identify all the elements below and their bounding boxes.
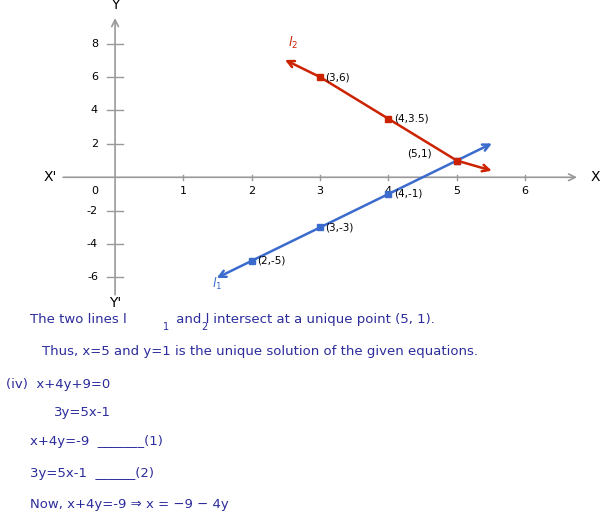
Text: (4,3.5): (4,3.5) bbox=[394, 114, 429, 124]
Text: 2: 2 bbox=[91, 139, 98, 149]
Text: $l_1$: $l_1$ bbox=[213, 275, 223, 291]
Text: 1: 1 bbox=[180, 186, 187, 195]
Text: -2: -2 bbox=[87, 206, 98, 215]
Text: x+4y=-9  _______(1): x+4y=-9 _______(1) bbox=[30, 435, 163, 448]
Text: 3y=5x-1: 3y=5x-1 bbox=[54, 406, 111, 419]
Text: X': X' bbox=[43, 170, 57, 184]
Text: 2: 2 bbox=[201, 322, 207, 331]
Text: (3,-3): (3,-3) bbox=[326, 223, 354, 232]
Text: Y: Y bbox=[111, 0, 119, 12]
Text: $l_2$: $l_2$ bbox=[288, 35, 298, 51]
Text: 4: 4 bbox=[385, 186, 392, 195]
Text: 4: 4 bbox=[91, 106, 98, 115]
Text: Y': Y' bbox=[109, 296, 121, 310]
Text: (iv)  x+4y+9=0: (iv) x+4y+9=0 bbox=[6, 379, 111, 391]
Text: intersect at a unique point (5, 1).: intersect at a unique point (5, 1). bbox=[210, 313, 435, 326]
Text: 3: 3 bbox=[316, 186, 324, 195]
Text: X: X bbox=[590, 170, 600, 184]
Text: -6: -6 bbox=[87, 272, 98, 283]
Text: The two lines l: The two lines l bbox=[30, 313, 127, 326]
Text: (4,-1): (4,-1) bbox=[394, 189, 422, 199]
Text: (3,6): (3,6) bbox=[326, 72, 350, 82]
Text: 5: 5 bbox=[454, 186, 460, 195]
Text: 6: 6 bbox=[522, 186, 528, 195]
Text: 1: 1 bbox=[162, 322, 169, 331]
Text: 3y=5x-1  ______(2): 3y=5x-1 ______(2) bbox=[30, 467, 154, 480]
Text: (2,-5): (2,-5) bbox=[257, 256, 286, 266]
Text: Now, x+4y=-9 ⇒ x = −9 − 4y: Now, x+4y=-9 ⇒ x = −9 − 4y bbox=[30, 498, 229, 511]
Text: 0: 0 bbox=[91, 186, 98, 195]
Text: 8: 8 bbox=[91, 38, 98, 49]
Text: (5,1): (5,1) bbox=[408, 148, 432, 158]
Text: 6: 6 bbox=[91, 72, 98, 82]
Text: 2: 2 bbox=[248, 186, 255, 195]
Text: Thus, x=5 and y=1 is the unique solution of the given equations.: Thus, x=5 and y=1 is the unique solution… bbox=[42, 345, 478, 358]
Text: -4: -4 bbox=[87, 239, 98, 249]
Text: and l: and l bbox=[172, 313, 209, 326]
